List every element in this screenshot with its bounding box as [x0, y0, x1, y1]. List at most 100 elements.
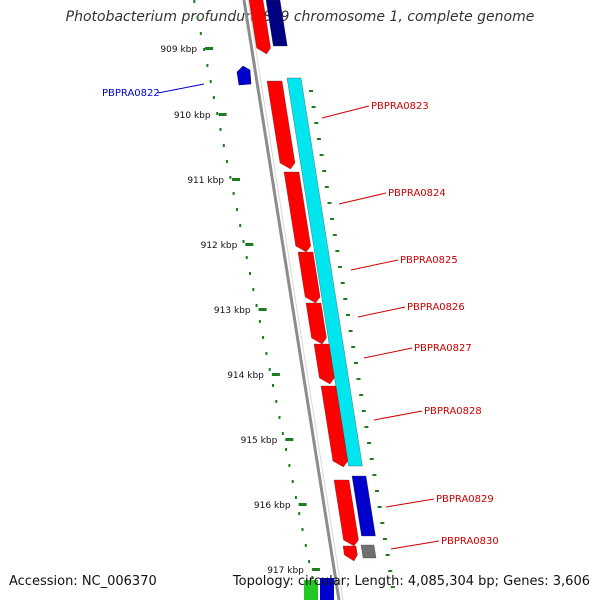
gene-labels: PBPRA0822 PBPRA0823 PBPRA0824 PBPRA0825 PBPR…: [102, 83, 499, 550]
cds-grey: [360, 544, 377, 559]
scale-track: [193, 0, 395, 595]
cds-PBPRA0822: [236, 65, 252, 86]
feature-tick: [340, 282, 345, 284]
feature-tick: [330, 218, 335, 220]
scale-label: 914 kbp: [227, 371, 264, 381]
scale-dot: [206, 64, 209, 67]
scale-dot: [272, 384, 274, 387]
feature-tick: [324, 186, 329, 188]
gene-label-leader: [357, 306, 406, 318]
scale-ticks: 909 kbp 910 kbp 911 kbp 912 kbp 913 kbp 914 k…: [160, 45, 320, 576]
cds-reverse: [320, 578, 334, 600]
gene-label-pbpra0828: PBPRA0828: [424, 406, 482, 417]
operon-band: [286, 77, 363, 467]
topology-text: Topology: circular; Length: 4,085,304 bp…: [232, 574, 590, 589]
gene-label-pbpra0822: PBPRA0822: [102, 88, 160, 99]
feature-tick: [343, 298, 348, 300]
scale-dot: [226, 160, 229, 163]
feature-tick: [311, 106, 316, 108]
scale-dot: [252, 288, 255, 291]
feature-tick: [390, 586, 395, 588]
scale-dot: [258, 320, 261, 323]
cds-PBPRA0829: [333, 479, 359, 547]
scale-label: 915 kbp: [241, 436, 278, 446]
scale-dot: [245, 256, 248, 259]
scale-dot: [288, 464, 291, 467]
feature-tick: [322, 170, 327, 172]
scale-dot: [242, 240, 245, 243]
scale-dot: [304, 544, 307, 547]
gene-label-pbpra0825: PBPRA0825: [400, 255, 458, 266]
scale-dot: [285, 448, 288, 451]
scale-label: 909 kbp: [160, 45, 197, 55]
scale-major-tick: [258, 308, 267, 311]
feature-tick: [348, 330, 353, 332]
gene-label-leader: [373, 410, 423, 421]
feature-tick: [359, 394, 364, 396]
scale-label: 917 kbp: [267, 566, 304, 576]
feature-tick: [338, 266, 342, 268]
cds-forward: [320, 385, 349, 468]
gene-label-pbpra0824: PBPRA0824: [388, 188, 446, 199]
feature-tick: [367, 442, 372, 444]
scale-dot: [301, 528, 304, 531]
cds-forward: [266, 80, 296, 170]
map-title: Photobacterium profundum SS9 chromosome …: [65, 9, 535, 25]
gene-label-pbpra0827: PBPRA0827: [414, 343, 472, 354]
feature-tick: [361, 410, 366, 412]
gene-label-pbpra0823: PBPRA0823: [371, 101, 429, 112]
scale-dot: [275, 400, 278, 403]
scale-dot: [235, 208, 238, 211]
scale-label: 916 kbp: [254, 501, 291, 511]
scale-major-tick: [271, 373, 280, 376]
scale-label: 910 kbp: [174, 111, 211, 121]
scale-dot: [199, 32, 202, 35]
feature-tick: [316, 138, 321, 140]
cds-forward: [297, 251, 321, 304]
scale-dot: [216, 112, 219, 115]
feature-tick: [375, 490, 379, 492]
scale-dot: [249, 272, 251, 275]
scale-dot: [203, 48, 206, 51]
cds-reverse: [265, 0, 288, 47]
feature-tick: [332, 234, 337, 236]
scale-major-tick: [245, 243, 254, 246]
scale-dot: [219, 128, 222, 131]
cds-forward: [283, 171, 311, 253]
gene-label-leader: [350, 259, 399, 271]
gene-label-leader: [157, 83, 205, 94]
cds-forward: [305, 302, 327, 345]
scale-dot: [229, 176, 232, 179]
scale-major-tick: [298, 503, 307, 506]
feature-tick: [388, 570, 393, 572]
feature-tick: [351, 346, 356, 348]
feature-tick: [385, 554, 390, 556]
scale-dot: [212, 96, 215, 99]
feature-tick: [380, 522, 385, 524]
scale-dot: [268, 368, 271, 371]
scale-dot: [239, 224, 242, 227]
scale-major-tick: [218, 113, 227, 116]
scale-dot: [222, 144, 225, 147]
feature-tick: [309, 90, 313, 92]
feature-tick: [382, 538, 387, 540]
scale-label: 912 kbp: [201, 241, 238, 251]
scale-dot: [255, 304, 258, 307]
feature-tick: [314, 122, 319, 124]
cds-forward: [248, 0, 271, 55]
feature-tick: [319, 154, 324, 156]
scale-major-tick: [285, 438, 294, 441]
genome-backbone-highlight: [247, 0, 344, 600]
gene-label-leader: [385, 498, 435, 508]
gene-label-leader: [321, 105, 370, 119]
scale-dot: [308, 560, 311, 563]
gene-label-pbpra0829: PBPRA0829: [436, 494, 494, 505]
feature-tracks: [236, 0, 377, 600]
scale-dot: [291, 480, 294, 483]
scale-major-tick: [232, 178, 240, 181]
scale-label: 911 kbp: [187, 176, 224, 186]
scale-dot: [196, 16, 199, 19]
genome-backbone: [242, 0, 341, 600]
